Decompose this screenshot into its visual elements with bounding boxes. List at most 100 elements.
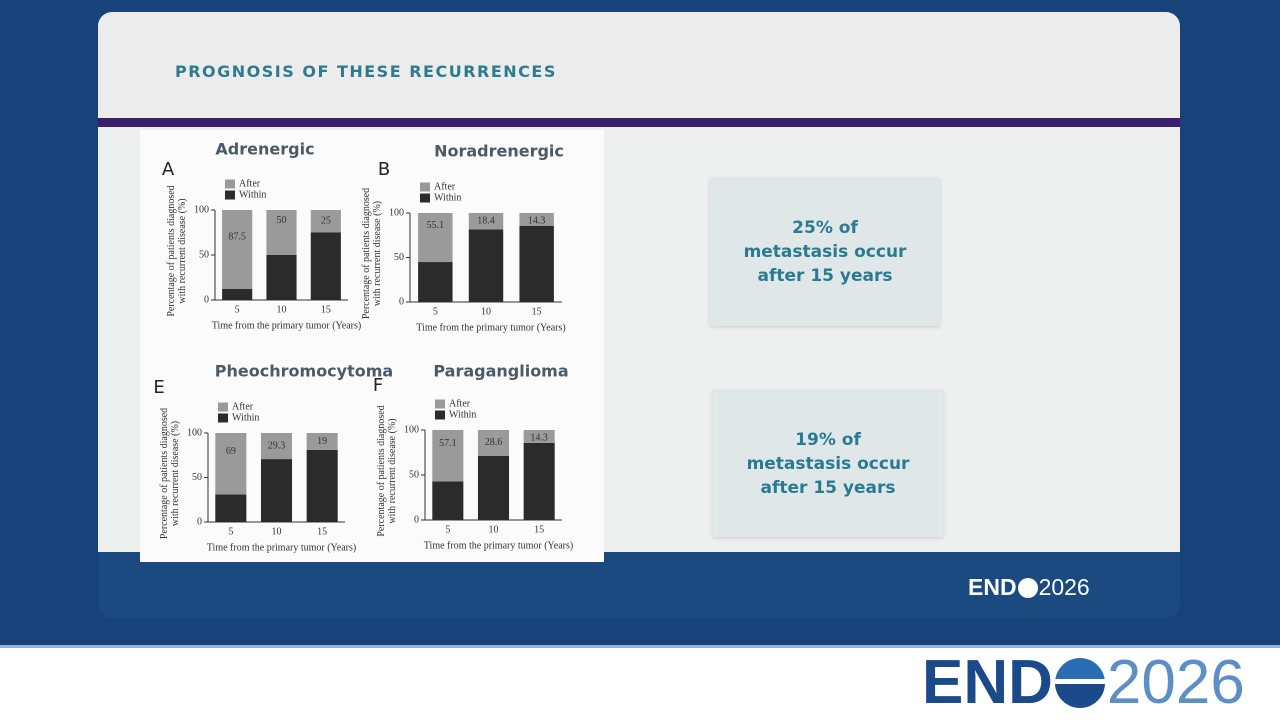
- y-axis-label: Percentage of patients diagnosedwith rec…: [361, 188, 383, 319]
- accent-bar: [98, 118, 1180, 127]
- x-axis-label: Time from the primary tumor (Years): [424, 540, 573, 551]
- bar-segment: [260, 433, 293, 460]
- legend-swatch: [435, 399, 445, 409]
- value-label: 19: [317, 436, 327, 447]
- bar-segment: [222, 288, 253, 300]
- chart-title: Noradrenergic: [434, 142, 564, 161]
- value-label: 28.6: [485, 437, 503, 448]
- legend-label: Within: [232, 412, 259, 423]
- logo-text: 2026: [1038, 574, 1090, 600]
- y-tick-label: 100: [194, 204, 209, 215]
- x-axis-label: Time from the primary tumor (Years): [207, 542, 356, 553]
- bar-segment: [477, 430, 510, 456]
- bar-segment: [222, 210, 253, 289]
- x-axis-label: Time from the primary tumor (Years): [212, 320, 361, 331]
- bar-segment: [432, 481, 464, 520]
- legend-label: Within: [239, 189, 266, 200]
- slide-logo: END 2026: [968, 574, 1090, 601]
- bar-segment: [468, 229, 504, 302]
- bar-segment: [523, 430, 555, 443]
- bar-segment: [432, 430, 464, 482]
- x-tick-label: 5: [235, 304, 240, 315]
- bar-segment: [260, 459, 293, 522]
- legend-swatch: [420, 182, 430, 192]
- y-tick-label: 0: [399, 296, 404, 307]
- y-tick-label: 50: [394, 252, 404, 263]
- legend-label: Within: [449, 409, 476, 420]
- logo-globe: [1054, 658, 1105, 708]
- y-axis-label: Percentage of patients diagnosedwith rec…: [159, 408, 181, 539]
- value-label: 57.1: [439, 438, 457, 449]
- bar-segment: [215, 433, 247, 495]
- legend-swatch: [225, 190, 235, 200]
- value-label: 14.3: [530, 432, 548, 443]
- y-axis-label: Percentage of patients diagnosedwith rec…: [376, 405, 398, 536]
- bar-segment: [215, 494, 247, 522]
- logo-text: END: [922, 648, 1053, 717]
- value-label: 87.5: [228, 232, 246, 243]
- logo-globe: [1017, 577, 1038, 598]
- footer-logo: END 2026: [922, 652, 1245, 714]
- bar-segment: [418, 213, 453, 263]
- panel-letter: A: [162, 159, 175, 180]
- value-label: 18.4: [477, 215, 495, 226]
- value-label: 69: [226, 446, 236, 457]
- x-tick-label: 5: [445, 524, 450, 535]
- x-tick-label: 15: [534, 524, 544, 535]
- callout: 25% of metastasis occur after 15 years: [710, 178, 940, 326]
- legend-label: Within: [434, 192, 461, 203]
- y-tick-label: 50: [192, 472, 202, 483]
- x-tick-label: 5: [228, 526, 233, 537]
- chart-title: Pheochromocytoma: [215, 362, 393, 381]
- callout: 19% of metastasis occur after 15 years: [713, 390, 943, 537]
- bar-segment: [306, 433, 338, 450]
- panel-letter: F: [373, 375, 383, 396]
- logo-text: END: [968, 574, 1017, 600]
- x-tick-label: 10: [272, 526, 282, 537]
- x-tick-label: 10: [277, 304, 287, 315]
- x-tick-label: 15: [317, 526, 327, 537]
- y-tick-label: 50: [199, 249, 209, 260]
- slide: PROGNOSIS OF THESE RECURRENCES 25% of me…: [98, 12, 1180, 618]
- slide-title: PROGNOSIS OF THESE RECURRENCES: [175, 62, 557, 81]
- legend-label: After: [232, 401, 254, 412]
- y-tick-label: 0: [197, 516, 202, 527]
- bar-segment: [266, 255, 297, 300]
- value-label: 25: [321, 216, 331, 227]
- bar-segment: [477, 455, 510, 520]
- chart-title: Paraganglioma: [433, 362, 568, 381]
- bar-segment: [523, 442, 555, 520]
- value-label: 50: [277, 215, 287, 226]
- x-axis-label: Time from the primary tumor (Years): [416, 322, 565, 333]
- x-tick-label: 10: [489, 524, 499, 535]
- y-tick-label: 100: [404, 424, 419, 435]
- y-axis-label: Percentage of patients diagnosedwith rec…: [166, 185, 188, 316]
- bar-segment: [310, 210, 341, 233]
- value-label: 14.3: [528, 215, 546, 226]
- y-tick-label: 100: [389, 207, 404, 218]
- legend-swatch: [420, 193, 430, 203]
- bar-segment: [306, 449, 338, 522]
- slide-header: PROGNOSIS OF THESE RECURRENCES: [98, 12, 1180, 118]
- x-tick-label: 5: [433, 306, 438, 317]
- y-tick-label: 0: [414, 514, 419, 525]
- value-label: 55.1: [427, 220, 445, 231]
- x-tick-label: 15: [532, 306, 542, 317]
- legend-swatch: [218, 402, 228, 412]
- value-label: 29.3: [268, 440, 286, 451]
- bar-segment: [468, 213, 504, 230]
- bar-segment: [519, 213, 554, 226]
- legend-swatch: [435, 410, 445, 420]
- x-tick-label: 15: [321, 304, 331, 315]
- legend-label: After: [239, 178, 261, 189]
- logo-text: 2026: [1106, 648, 1245, 717]
- bar-segment: [418, 262, 453, 302]
- y-tick-label: 50: [409, 469, 419, 480]
- legend-swatch: [225, 179, 235, 189]
- panel-letter: E: [153, 377, 164, 398]
- y-tick-label: 0: [204, 294, 209, 305]
- legend-label: After: [434, 181, 456, 192]
- chart-title: Adrenergic: [215, 140, 314, 159]
